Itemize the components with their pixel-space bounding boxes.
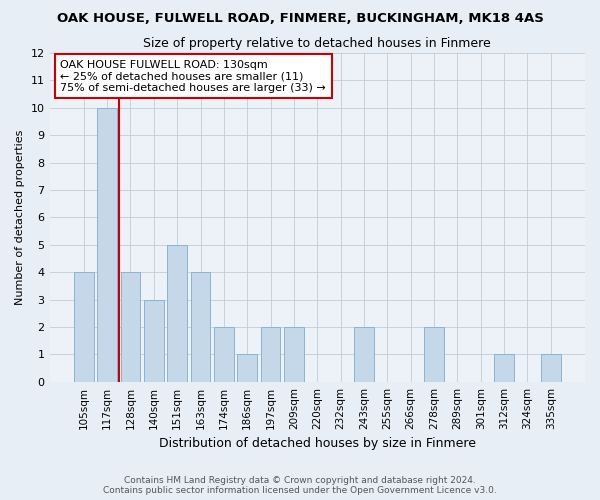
Bar: [121, 272, 140, 382]
Text: OAK HOUSE FULWELL ROAD: 130sqm
← 25% of detached houses are smaller (11)
75% of : OAK HOUSE FULWELL ROAD: 130sqm ← 25% of …: [60, 60, 326, 93]
Bar: [494, 354, 514, 382]
Bar: [284, 327, 304, 382]
Text: OAK HOUSE, FULWELL ROAD, FINMERE, BUCKINGHAM, MK18 4AS: OAK HOUSE, FULWELL ROAD, FINMERE, BUCKIN…: [56, 12, 544, 26]
Bar: [144, 300, 164, 382]
Bar: [354, 327, 374, 382]
Bar: [214, 327, 234, 382]
Bar: [541, 354, 560, 382]
Bar: [260, 327, 280, 382]
X-axis label: Distribution of detached houses by size in Finmere: Distribution of detached houses by size …: [159, 437, 476, 450]
Title: Size of property relative to detached houses in Finmere: Size of property relative to detached ho…: [143, 38, 491, 51]
Y-axis label: Number of detached properties: Number of detached properties: [15, 130, 25, 305]
Text: Contains HM Land Registry data © Crown copyright and database right 2024.
Contai: Contains HM Land Registry data © Crown c…: [103, 476, 497, 495]
Bar: [424, 327, 444, 382]
Bar: [97, 108, 117, 382]
Bar: [238, 354, 257, 382]
Bar: [191, 272, 211, 382]
Bar: [74, 272, 94, 382]
Bar: [167, 245, 187, 382]
